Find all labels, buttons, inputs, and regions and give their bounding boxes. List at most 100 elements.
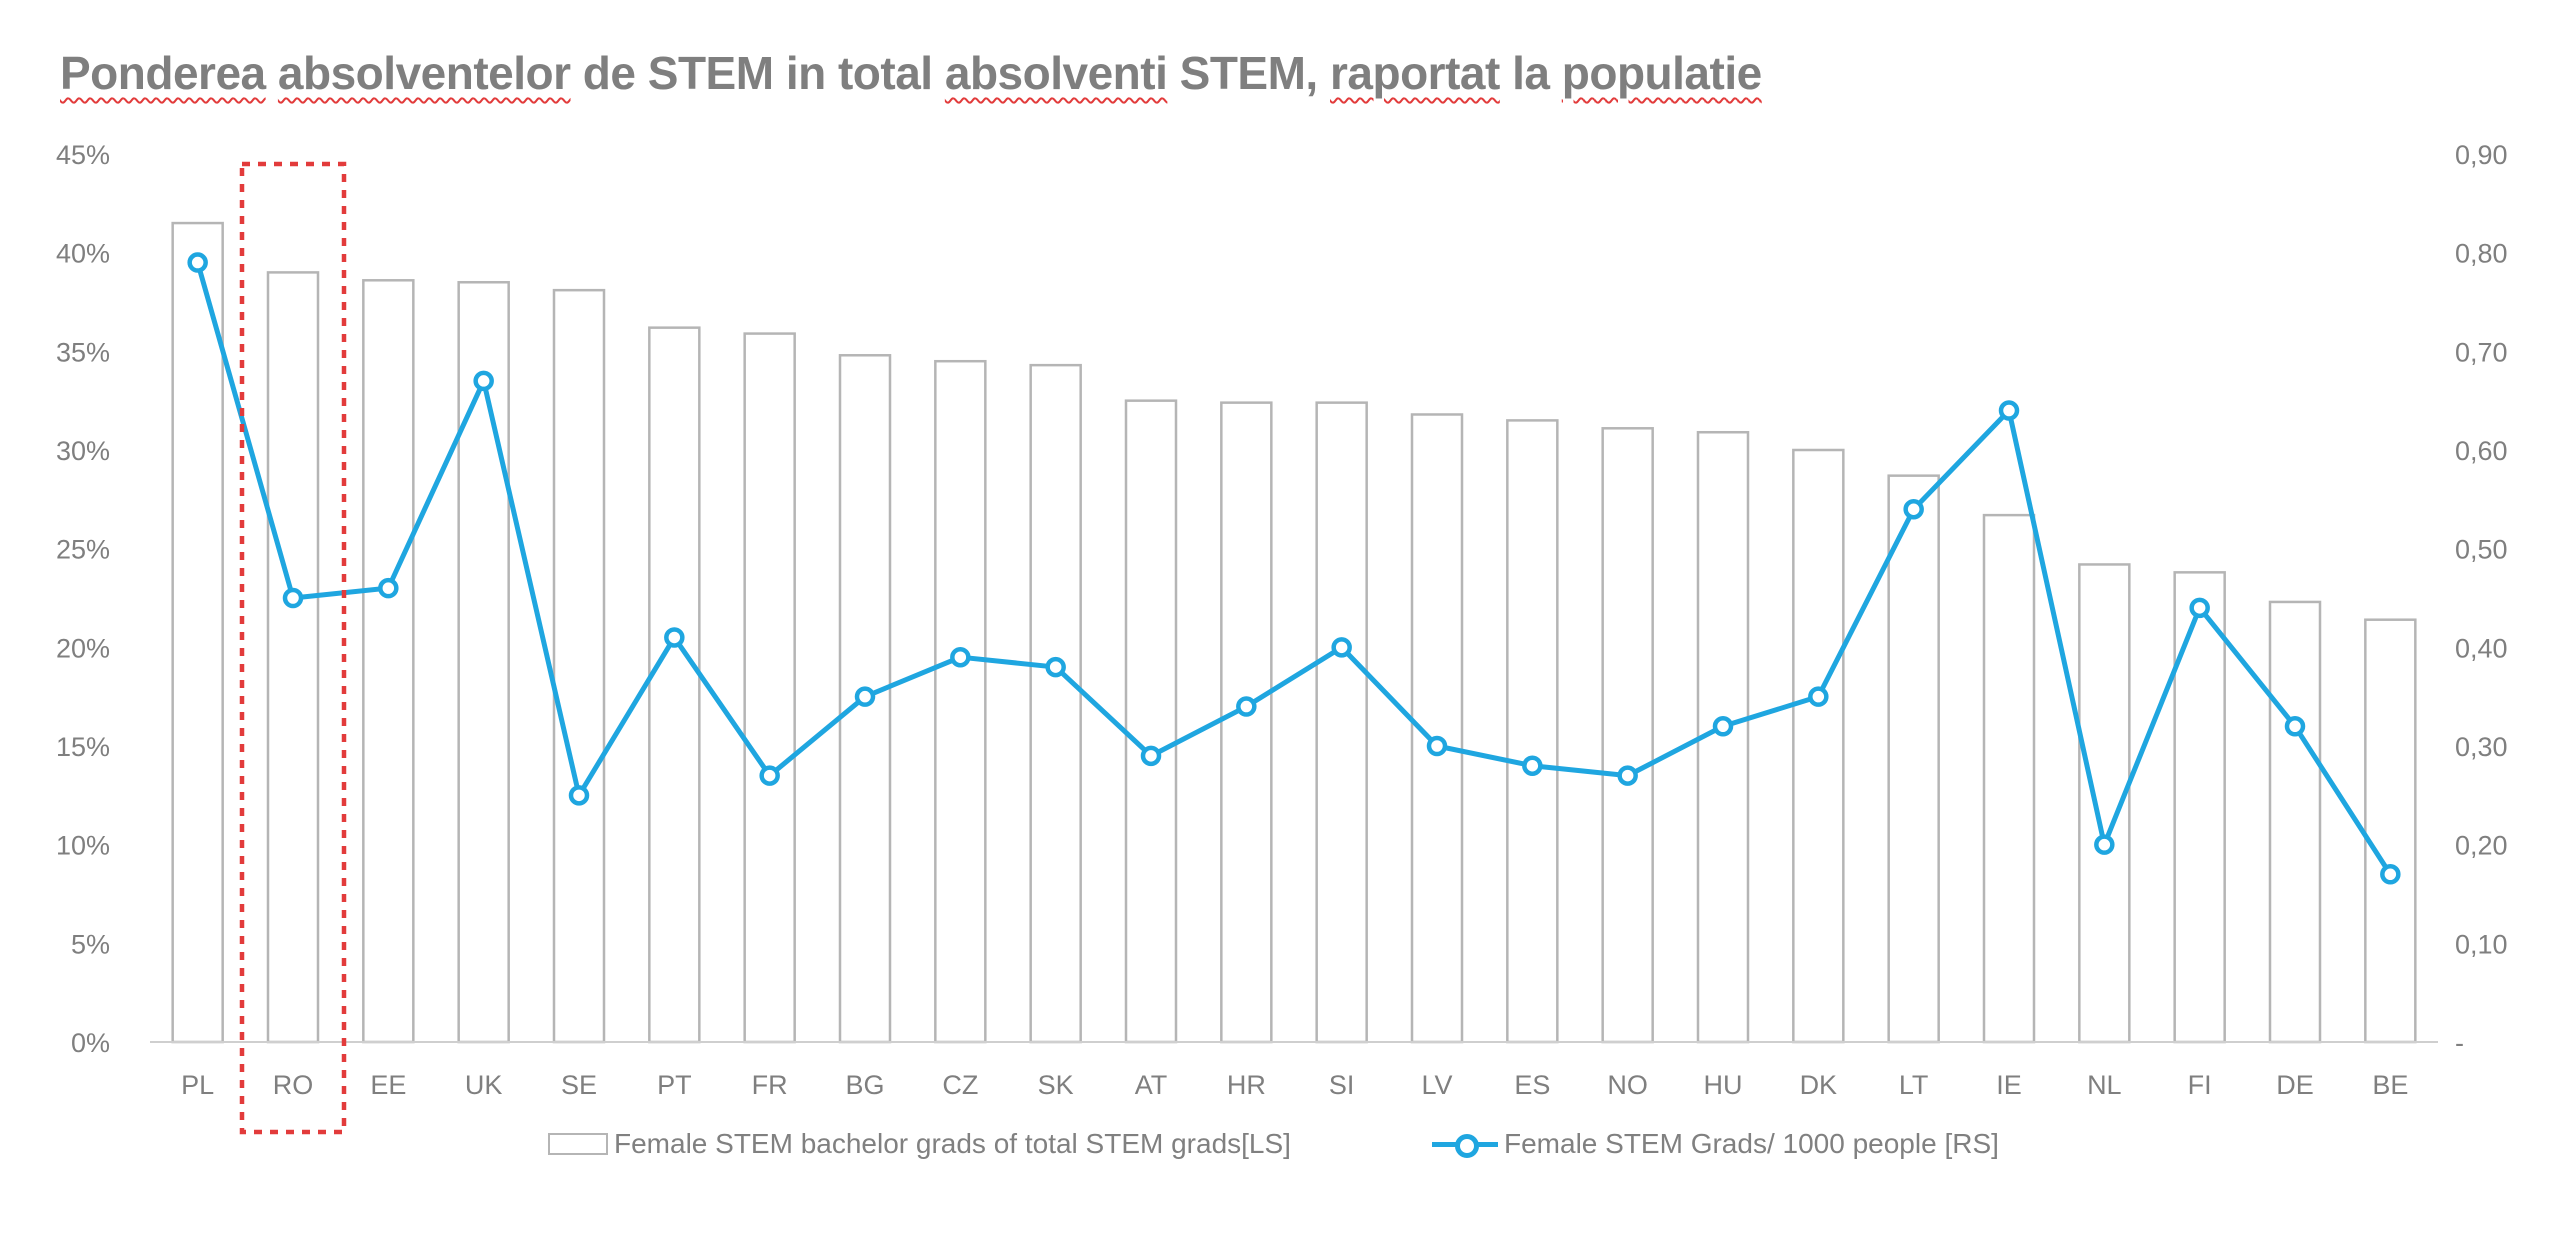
x-axis-tick-label: BE (2372, 1070, 2408, 1100)
x-axis-tick-label: NL (2087, 1070, 2122, 1100)
bar (171, 221, 224, 1044)
left-axis-tick-label: 20% (56, 633, 110, 663)
legend-line-swatch (1432, 1133, 1498, 1158)
left-axis-tick-label: 10% (56, 831, 110, 861)
bar (934, 359, 987, 1044)
x-axis-tick-label: LT (1899, 1070, 1929, 1100)
legend: Female STEM bachelor grads of total STEM… (0, 1128, 2550, 1168)
left-axis-tick-label: 5% (71, 929, 110, 959)
chart-title-part: absolventelor (277, 47, 571, 99)
highlight-rect (239, 161, 347, 1135)
x-axis-tick-label: RO (273, 1070, 314, 1100)
bar (1029, 363, 1082, 1044)
chart-title: Ponderea absolventelor de STEM in total … (60, 46, 1762, 100)
line-point (759, 765, 780, 786)
line-point (1045, 656, 1066, 678)
right-axis-tick-label: 0,50 (2455, 535, 2508, 565)
bar (1220, 401, 1273, 1044)
bar (1601, 427, 1654, 1044)
chart-title-part: de STEM in total (570, 47, 945, 99)
chart-title-part: populatie (1561, 47, 1762, 99)
line-point (1236, 696, 1257, 717)
chart-title-part: raportat (1330, 47, 1500, 99)
left-axis-tick-label: 35% (56, 337, 110, 367)
left-axis-tick-label: 0% (71, 1028, 110, 1058)
right-axis-tick-label: 0,30 (2455, 732, 2508, 762)
line-point (1998, 400, 2020, 421)
left-axis-tick-label: 45% (56, 140, 110, 170)
x-axis-tick-label: ES (1514, 1070, 1550, 1100)
x-axis-tick-label: NO (1607, 1070, 1648, 1100)
line-point (378, 577, 399, 599)
x-axis-tick-label: BG (845, 1070, 884, 1100)
x-axis-tick-label: SI (1329, 1070, 1355, 1100)
bar (2364, 618, 2417, 1044)
x-axis-tick-label: FR (752, 1070, 788, 1100)
bar (266, 271, 320, 1044)
bar (1982, 513, 2036, 1044)
x-axis-tick-label: PL (181, 1070, 214, 1100)
line-point (2284, 716, 2306, 737)
legend-bar-swatch (548, 1133, 608, 1155)
bar (552, 288, 606, 1044)
line-point (187, 252, 208, 273)
right-axis-tick-label: - (2455, 1028, 2464, 1058)
x-axis-tick-label: EE (370, 1070, 406, 1100)
x-axis: PL RO EE UK SE PT FR BG CZ SK AT HR SI LV ES NO HU DK LT IE… (150, 1041, 2438, 1100)
left-axis: 0% 5% 10% 15% 20% 25% 30% 35% 40% 45% (56, 140, 110, 1058)
right-axis-tick-label: 0,90 (2455, 140, 2508, 170)
bar (648, 326, 701, 1044)
right-axis-tick-label: 0,60 (2455, 436, 2508, 466)
bar (362, 279, 415, 1044)
line-point (1712, 716, 1734, 737)
bar (2268, 600, 2322, 1044)
line-point (282, 587, 304, 609)
left-axis-tick-label: 40% (56, 239, 110, 269)
x-axis-tick-label: DE (2276, 1070, 2314, 1100)
bar (1887, 474, 1940, 1044)
legend-bar-label: Female STEM bachelor grads of total STEM… (614, 1128, 1291, 1159)
bar (1124, 399, 1178, 1044)
line-point (1331, 637, 1352, 658)
left-axis-tick-label: 25% (56, 535, 110, 565)
legend-line-label: Female STEM Grads/ 1000 people [RS] (1504, 1128, 1999, 1159)
line-point (473, 370, 494, 392)
bar (1315, 401, 1368, 1044)
line-point (664, 627, 685, 648)
highlight-box (239, 161, 347, 1135)
left-axis-tick-label: 30% (56, 436, 110, 466)
chart-title-part: absolventi (944, 47, 1168, 99)
x-axis-tick-label: HU (1704, 1070, 1743, 1100)
x-axis-tick-label: CZ (942, 1070, 978, 1100)
line-series (187, 252, 2401, 885)
x-axis-tick-label: SK (1038, 1070, 1074, 1100)
line-point (1617, 765, 1638, 786)
line-point (2189, 597, 2210, 619)
line-point (1140, 745, 1162, 767)
bar (457, 281, 510, 1044)
bar (1506, 419, 1559, 1044)
line-point (950, 646, 971, 668)
x-axis-tick-label: IE (1996, 1070, 2022, 1100)
x-axis-tick-label: SE (561, 1070, 597, 1100)
chart-title-part: la (1499, 47, 1562, 99)
line-point (1903, 498, 1924, 520)
bar (2173, 571, 2226, 1044)
line-point (854, 686, 876, 707)
x-axis-tick-label: HR (1227, 1070, 1266, 1100)
right-axis: - 0,10 0,20 0,30 0,40 0,50 0,60 0,70 0,80 0,90 (2455, 140, 2508, 1058)
line-point (568, 785, 590, 806)
line-point (2380, 864, 2401, 885)
line-point (1522, 755, 1543, 776)
x-axis-tick-label: PT (657, 1070, 692, 1100)
right-axis-tick-label: 0,10 (2455, 929, 2508, 959)
line-series-path (195, 261, 2393, 876)
line-point (1808, 686, 1829, 707)
line-point (2094, 834, 2115, 855)
bar (1792, 448, 1845, 1044)
bar (743, 332, 796, 1044)
right-axis-tick-label: 0,40 (2455, 633, 2508, 663)
x-axis-tick-label: LV (1421, 1070, 1452, 1100)
x-axis-tick-label: UK (465, 1070, 503, 1100)
